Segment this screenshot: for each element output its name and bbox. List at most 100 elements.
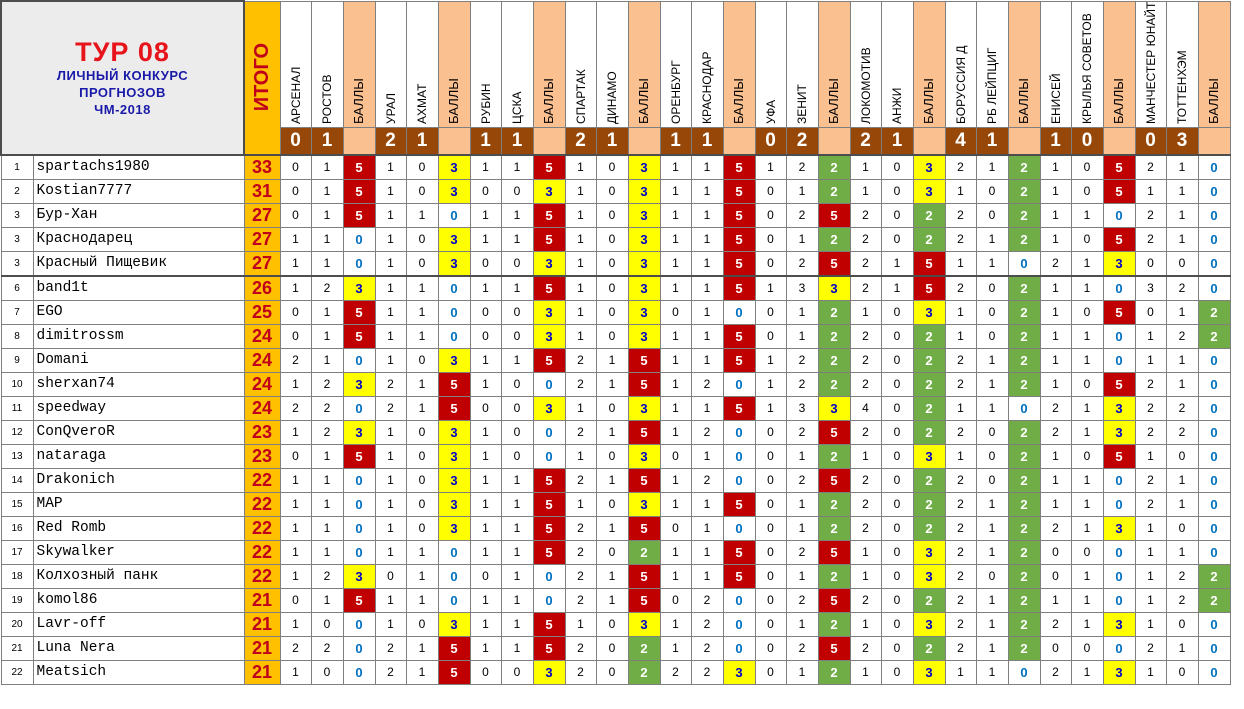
predicted-home-goals: 0 [659,587,692,613]
points-cell: 0 [342,515,376,541]
points-cell: 2 [912,323,946,349]
predicted-home-goals: 1 [279,250,312,276]
predicted-home-goals: 1 [1039,443,1072,469]
points-cell: 0 [1197,443,1231,469]
match-8-away-score: 1 [975,126,1009,155]
points-cell: 3 [342,371,376,397]
predicted-away-goals: 1 [405,659,439,685]
predicted-away-goals: 0 [975,202,1009,228]
predicted-away-goals: 2 [785,587,819,613]
points-cell: 0 [1102,491,1136,517]
predicted-away-goals: 1 [595,371,629,397]
predicted-home-goals: 2 [1134,467,1167,493]
points-cell: 5 [817,539,851,565]
match-2-home-team-label: УРАЛ [383,93,398,124]
points-cell: 0 [1102,635,1136,661]
total-points: 21 [243,659,281,685]
predicted-home-goals: 1 [1039,226,1072,252]
match-10-points-header-label: БАЛЛЫ [1206,78,1221,124]
points-cell: 3 [912,443,946,469]
predicted-home-goals: 1 [849,539,882,565]
predicted-home-goals: 1 [374,226,407,252]
predicted-home-goals: 1 [944,250,977,276]
predicted-away-goals: 1 [405,395,439,421]
predicted-away-goals: 1 [500,153,534,180]
points-cell: 2 [912,226,946,252]
predicted-home-goals: 0 [1039,563,1072,589]
predicted-home-goals: 2 [944,563,977,589]
participant-row: 9 Domani 24 2 1 0 1 0 3 1 1 5 2 1 5 1 1 5 1 2 2 2 0 2 2 1 2 1 1 0 1 1 0 [0,347,1231,373]
predicted-away-goals: 0 [880,202,914,228]
predicted-away-goals: 0 [880,371,914,397]
predicted-away-goals: 0 [500,323,534,349]
predicted-away-goals: 0 [595,250,629,276]
predicted-home-goals: 2 [849,371,882,397]
predicted-away-goals: 0 [500,250,534,276]
points-cell: 2 [817,371,851,397]
match-6-away-team-label: ЗЕНИТ [795,84,809,124]
predicted-home-goals: 1 [1039,153,1072,180]
subtitle-line-2: ПРОГНОЗОВ [79,85,166,101]
points-cell: 3 [532,395,566,421]
match-9-away-team-label: КРЫЛЬЯ СОВЕТОВ [1080,13,1094,124]
predicted-home-goals: 1 [659,274,692,301]
match-3-away-team: ЦСКА [500,0,534,128]
points-cell: 3 [627,178,661,204]
match-6-home-team-label: УФА [763,99,778,124]
predicted-home-goals: 2 [374,635,407,661]
points-cell: 0 [1007,659,1041,685]
predicted-away-goals: 1 [880,250,914,276]
participant-name: MAP [32,491,245,517]
predicted-home-goals: 1 [374,202,407,228]
predicted-home-goals: 1 [374,299,407,325]
predicted-home-goals: 1 [564,323,597,349]
predicted-home-goals: 2 [564,371,597,397]
predicted-away-goals: 2 [785,419,819,445]
points-cell: 3 [532,659,566,685]
participant-row: 7 EGO 25 0 1 5 1 1 0 0 0 3 1 0 3 0 1 0 0 1 2 1 0 3 1 0 2 1 0 5 0 1 2 [0,299,1231,325]
match-6-away-team: ЗЕНИТ [785,0,819,128]
points-cell: 2 [817,611,851,637]
points-cell: 0 [1197,395,1231,421]
points-cell: 2 [1007,419,1041,445]
match-5-away-team-label: КРАСНОДАР [700,51,714,124]
predicted-away-goals: 1 [1165,371,1199,397]
predicted-home-goals: 1 [1134,178,1167,204]
match-6-home-score: 0 [754,126,787,155]
predicted-home-goals: 1 [754,395,787,421]
points-cell: 0 [1102,202,1136,228]
match-2-home-team: УРАЛ [374,0,407,128]
predicted-home-goals: 0 [469,323,502,349]
match-8-points-header: БАЛЛЫ [1007,0,1041,128]
predicted-away-goals: 3 [785,395,819,421]
predicted-away-goals: 1 [785,563,819,589]
predicted-home-goals: 1 [279,539,312,565]
predicted-away-goals: 2 [785,250,819,276]
place-cell: 13 [0,443,34,469]
predicted-away-goals: 2 [690,635,724,661]
predicted-away-goals: 0 [1165,659,1199,685]
predicted-home-goals: 0 [469,659,502,685]
predicted-away-goals: 0 [595,274,629,301]
predicted-home-goals: 2 [849,250,882,276]
predicted-away-goals: 1 [785,659,819,685]
points-cell: 5 [342,443,376,469]
predicted-away-goals: 1 [1070,347,1104,373]
points-cell: 3 [437,178,471,204]
predicted-home-goals: 1 [279,419,312,445]
participant-name: EGO [32,299,245,325]
predicted-away-goals: 1 [310,443,344,469]
predicted-away-goals: 2 [785,371,819,397]
predicted-home-goals: 1 [849,153,882,180]
predicted-away-goals: 1 [500,226,534,252]
match-2-away-team: АХМАТ [405,0,439,128]
points-cell: 3 [437,419,471,445]
participant-name: nataraga [32,443,245,469]
points-cell: 5 [342,323,376,349]
points-cell: 2 [1007,443,1041,469]
predicted-home-goals: 1 [754,347,787,373]
match-6-points-header: БАЛЛЫ [817,0,851,128]
predicted-home-goals: 1 [1134,611,1167,637]
points-cell: 0 [1197,250,1231,276]
points-cell: 2 [1007,202,1041,228]
